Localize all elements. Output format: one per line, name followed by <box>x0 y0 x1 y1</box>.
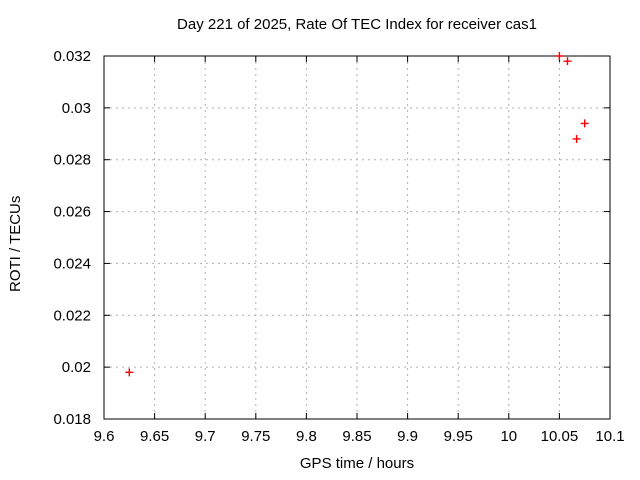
x-tick-label: 10.05 <box>541 428 579 445</box>
x-axis-label: GPS time / hours <box>299 455 415 472</box>
x-tick-label: 10 <box>500 428 517 445</box>
y-tick-label: 0.018 <box>53 411 91 428</box>
y-tick-label: 0.026 <box>53 204 91 221</box>
x-tick-label: 10.1 <box>595 428 624 445</box>
y-tick-label: 0.02 <box>62 359 91 376</box>
x-tick-label: 9.75 <box>241 428 270 445</box>
data-point-marker <box>125 368 134 377</box>
y-tick-label: 0.032 <box>53 48 91 65</box>
y-tick-label: 0.024 <box>53 255 91 272</box>
chart-title: Day 221 of 2025, Rate Of TEC Index for r… <box>177 16 537 33</box>
y-tick-label: 0.022 <box>53 307 91 324</box>
x-tick-label: 9.8 <box>296 428 317 445</box>
data-point-marker <box>580 119 589 128</box>
x-tick-label: 9.95 <box>444 428 473 445</box>
data-point-marker <box>572 134 581 143</box>
y-tick-label: 0.03 <box>62 100 91 117</box>
data-point-marker <box>563 57 572 66</box>
x-tick-label: 9.65 <box>140 428 169 445</box>
y-tick-label: 0.028 <box>53 152 91 169</box>
x-tick-label: 9.9 <box>397 428 418 445</box>
x-tick-label: 9.7 <box>195 428 216 445</box>
x-tick-label: 9.6 <box>94 428 115 445</box>
x-tick-label: 9.85 <box>342 428 371 445</box>
data-point-marker <box>555 52 564 60</box>
